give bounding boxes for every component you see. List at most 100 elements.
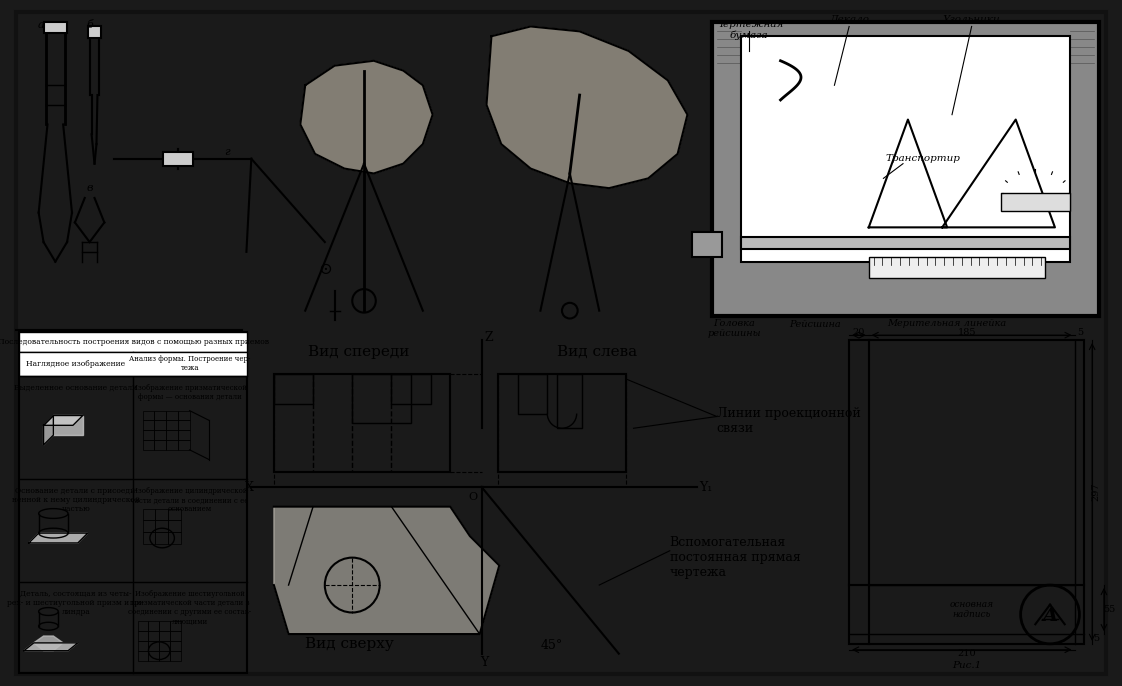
Polygon shape <box>29 533 88 543</box>
Text: Вид слева: Вид слева <box>558 345 637 359</box>
Text: Лекало: Лекало <box>829 14 870 24</box>
Text: Z: Z <box>485 331 494 344</box>
Text: Изображение призматической
формы — основания детали: Изображение призматической формы — основ… <box>132 384 247 401</box>
Bar <box>352 375 411 423</box>
Bar <box>138 622 148 631</box>
Text: Y₁: Y₁ <box>699 481 712 493</box>
Text: ⊙: ⊙ <box>318 261 332 278</box>
Bar <box>166 421 177 430</box>
Bar <box>274 375 450 473</box>
Text: Вид спереди: Вид спереди <box>309 345 410 359</box>
Bar <box>142 421 155 430</box>
Bar <box>177 421 190 430</box>
Text: O: O <box>469 492 478 502</box>
Bar <box>142 430 155 440</box>
Bar <box>155 508 168 521</box>
Text: б: б <box>86 19 93 29</box>
Polygon shape <box>868 119 947 227</box>
Bar <box>142 440 155 450</box>
Text: 55: 55 <box>1103 605 1115 614</box>
Polygon shape <box>942 119 1055 227</box>
Text: 210: 210 <box>957 649 976 658</box>
Bar <box>155 521 168 532</box>
Bar <box>392 375 431 404</box>
Bar <box>155 421 166 430</box>
Text: Y: Y <box>480 656 489 669</box>
Bar <box>138 651 148 661</box>
Text: Угольники: Угольники <box>942 14 1001 24</box>
Bar <box>138 631 148 641</box>
Text: Анализ формы. Построение чер-
тежа: Анализ формы. Построение чер- тежа <box>129 355 250 372</box>
Polygon shape <box>301 61 433 174</box>
Bar <box>742 36 1069 261</box>
Text: X: X <box>246 481 255 493</box>
Text: 185: 185 <box>957 328 976 337</box>
Bar <box>142 532 155 544</box>
Bar <box>142 521 155 532</box>
Bar <box>169 622 181 631</box>
Bar <box>148 622 159 631</box>
Bar <box>19 352 247 377</box>
Bar <box>742 237 1069 249</box>
Bar <box>169 631 181 641</box>
Text: Головка
рейсшины: Головка рейсшины <box>708 318 761 338</box>
Text: 5: 5 <box>1093 635 1100 643</box>
Bar <box>155 430 166 440</box>
Bar <box>159 622 169 631</box>
Text: Линии проекционной
связи: Линии проекционной связи <box>717 407 861 435</box>
Bar <box>19 332 247 352</box>
Text: Вспомогательная
постоянная прямая
чертежа: Вспомогательная постоянная прямая чертеж… <box>670 536 800 579</box>
Bar <box>177 440 190 450</box>
Bar <box>177 430 190 440</box>
Text: Изображение шестиугольной
призматической части детали в
соединении с другими ее : Изображение шестиугольной призматической… <box>128 590 251 626</box>
Text: Основание детали с присоеди-
ненной к нему цилиндрической
частью: Основание детали с присоеди- ненной к не… <box>12 487 140 513</box>
Text: Чертежная
бумага: Чертежная бумага <box>715 20 783 40</box>
Bar <box>138 641 148 651</box>
Bar <box>169 641 181 651</box>
Polygon shape <box>274 507 499 634</box>
Bar <box>148 641 159 651</box>
Bar <box>166 440 177 450</box>
Bar <box>168 521 181 532</box>
Bar <box>155 532 168 544</box>
Bar <box>274 375 313 404</box>
Bar <box>148 631 159 641</box>
Bar <box>159 641 169 651</box>
Text: 5: 5 <box>1077 328 1084 337</box>
Bar <box>159 651 169 661</box>
Text: Изображение цилиндрической
части детали в соединении с ее
основанием: Изображение цилиндрической части детали … <box>130 487 249 513</box>
Polygon shape <box>34 636 63 651</box>
Bar <box>518 375 548 414</box>
Text: Вид сверху: Вид сверху <box>305 637 394 651</box>
Text: а: а <box>37 19 44 29</box>
Text: Наглядное изображение: Наглядное изображение <box>26 359 126 368</box>
Bar <box>148 651 159 661</box>
Bar <box>692 233 721 257</box>
Bar <box>19 332 247 673</box>
Text: 297: 297 <box>1092 483 1101 501</box>
Text: г: г <box>224 147 230 157</box>
Text: Транспортир: Транспортир <box>885 154 960 163</box>
Bar <box>849 340 1084 644</box>
Polygon shape <box>44 416 54 445</box>
Text: 45°: 45° <box>541 639 563 652</box>
Bar <box>88 27 101 38</box>
Bar <box>44 21 67 34</box>
Polygon shape <box>24 643 77 651</box>
Text: 20: 20 <box>853 328 865 337</box>
Bar <box>155 440 166 450</box>
Bar <box>142 508 155 521</box>
Text: в: в <box>86 183 93 193</box>
Bar <box>168 532 181 544</box>
Polygon shape <box>54 416 83 435</box>
Text: Мерительная линейка: Мерительная линейка <box>888 318 1006 327</box>
Polygon shape <box>487 27 688 188</box>
Text: Рейсшина: Рейсшина <box>789 320 840 329</box>
Bar <box>498 375 626 473</box>
Text: Выделенное основание детали: Выделенное основание детали <box>15 384 138 392</box>
Text: основная
надпись: основная надпись <box>949 600 994 619</box>
Text: Последовательность построения видов с помощью разных приемов: Последовательность построения видов с по… <box>0 338 269 346</box>
Polygon shape <box>44 416 83 425</box>
Bar <box>1001 193 1069 211</box>
Bar <box>168 508 181 521</box>
